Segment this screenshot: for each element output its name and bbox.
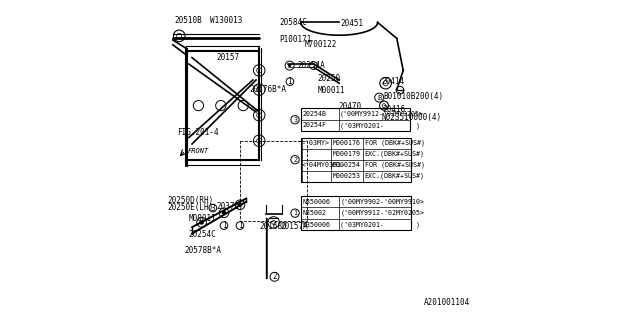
Text: 20578B*A: 20578B*A (184, 246, 221, 255)
Text: FOR (DBK#+SUS#): FOR (DBK#+SUS#) (365, 140, 425, 146)
Bar (301, 138, 412, 182)
Text: ('03MY0201-        ): ('03MY0201- ) (340, 221, 420, 228)
Text: 1: 1 (293, 210, 297, 216)
Text: FOR (DBK#+SUS#): FOR (DBK#+SUS#) (365, 162, 425, 168)
Text: M000176: M000176 (333, 140, 361, 146)
Circle shape (200, 220, 204, 224)
Text: EXC.(DBK#+SUS#): EXC.(DBK#+SUS#) (365, 151, 425, 157)
Text: N350006: N350006 (303, 199, 331, 204)
Text: ('03MY0201-        ): ('03MY0201- ) (340, 122, 420, 129)
Text: 1: 1 (221, 221, 227, 230)
Text: 20584C: 20584C (280, 18, 307, 27)
Text: 20510B: 20510B (174, 16, 202, 25)
Text: 20371: 20371 (216, 202, 239, 211)
Text: FRONT: FRONT (187, 148, 209, 154)
Text: 20250D(RH): 20250D(RH) (167, 196, 213, 204)
Text: 20254B: 20254B (303, 111, 326, 117)
Text: EXC.(DBK#+SUS#): EXC.(DBK#+SUS#) (365, 173, 425, 180)
Text: W130013: W130013 (210, 16, 242, 25)
Text: 1: 1 (287, 77, 292, 86)
Text: B: B (377, 95, 381, 100)
Text: M000254: M000254 (333, 162, 361, 168)
Text: 20254F: 20254F (303, 123, 326, 128)
Text: ('00MY9902-'00MY9910>: ('00MY9902-'00MY9910> (340, 198, 424, 205)
Text: 20416: 20416 (383, 105, 406, 114)
Text: FIG.201-4: FIG.201-4 (178, 128, 220, 137)
Text: B01010B200(4): B01010B200(4) (383, 92, 444, 101)
Text: M00011: M00011 (317, 86, 345, 95)
Text: ): ) (330, 162, 333, 168)
Text: 20254C: 20254C (189, 230, 216, 239)
Text: ('00MY9912-'02MY0205>: ('00MY9912-'02MY0205> (340, 111, 424, 117)
Circle shape (288, 64, 291, 67)
Text: M00011: M00011 (189, 214, 216, 223)
Text: N350006: N350006 (303, 222, 331, 228)
Text: 20157: 20157 (216, 53, 239, 62)
Text: ('00MY9912-'02MY0205>: ('00MY9912-'02MY0205> (340, 210, 424, 216)
Text: 20250: 20250 (317, 74, 340, 83)
Text: 20250E(LH): 20250E(LH) (167, 203, 213, 212)
Bar (301, 196, 412, 230)
Text: 20470: 20470 (339, 102, 362, 111)
Text: 20254A: 20254A (297, 61, 324, 70)
Text: 3: 3 (211, 204, 215, 212)
Text: 20168D: 20168D (259, 222, 287, 231)
Text: N023510000(4): N023510000(4) (381, 113, 442, 122)
Text: 3: 3 (293, 117, 297, 123)
Circle shape (238, 203, 242, 207)
Bar (301, 108, 410, 131)
Text: 20157A: 20157A (280, 222, 308, 231)
Text: <'04MY0301-: <'04MY0301- (302, 162, 346, 168)
Text: A201001104: A201001104 (424, 298, 470, 307)
Text: 20414: 20414 (381, 77, 404, 86)
Text: 2: 2 (272, 272, 277, 281)
Text: 1: 1 (237, 221, 243, 230)
Text: 2: 2 (293, 157, 297, 163)
Text: M000179: M000179 (333, 151, 361, 157)
Circle shape (222, 211, 226, 215)
Text: 20451: 20451 (340, 19, 364, 28)
Text: M700122: M700122 (305, 40, 337, 49)
Text: 20176B*A: 20176B*A (249, 85, 286, 94)
Text: -'03MY>: -'03MY> (302, 140, 330, 146)
Text: M000253: M000253 (333, 173, 361, 179)
Text: P100171: P100171 (280, 35, 312, 44)
Text: N35002: N35002 (303, 210, 327, 216)
